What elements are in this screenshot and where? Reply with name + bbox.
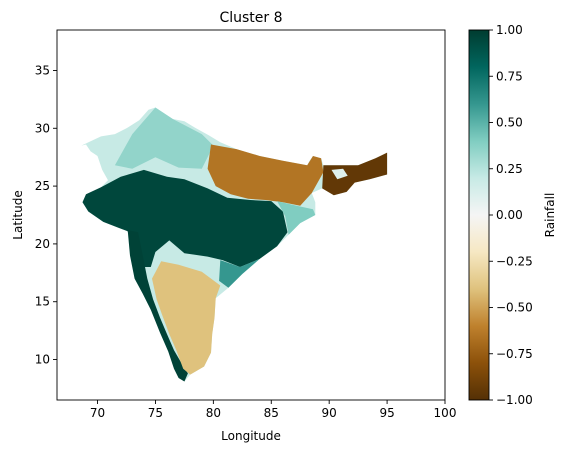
colorbar-tick-label: 0.00: [496, 208, 523, 222]
heatmap-regions: [81, 107, 388, 382]
y-tick-label: 15: [35, 295, 50, 309]
x-tick-label: 100: [434, 406, 457, 420]
x-axis: 70 75 80 85 90 95 100: [90, 400, 457, 420]
colorbar-tick-label: −0.25: [496, 254, 533, 268]
colorbar-gradient: [468, 29, 490, 401]
y-tick-label: 20: [35, 237, 50, 251]
x-axis-label: Longitude: [221, 429, 281, 443]
heatmap-region-2: [207, 144, 324, 206]
colorbar-tick-label: 1.00: [496, 23, 523, 37]
plot-area: 70 75 80 85 90 95 100 10 15 20 25 30 35: [35, 29, 457, 420]
y-tick-label: 10: [35, 353, 50, 367]
colorbar-tick-label: −0.50: [496, 301, 533, 315]
y-axis-label: Latitude: [11, 190, 25, 239]
plot-frame: [56, 29, 446, 401]
colorbar-tick-label: 0.25: [496, 162, 523, 176]
x-tick-label: 80: [206, 406, 221, 420]
y-tick-label: 25: [35, 179, 50, 193]
heatmap-region-7: [152, 261, 221, 375]
x-tick-label: 75: [148, 406, 163, 420]
colorbar-tick-label: 0.75: [496, 69, 523, 83]
heatmap-region-9: [277, 201, 316, 235]
colorbar-ticks: −1.00 −0.75 −0.50 −0.25 0.00 0.25 0.50 0.75 1.00: [489, 23, 533, 407]
heatmap-region-4: [331, 168, 348, 180]
x-tick-label: 95: [379, 406, 394, 420]
x-tick-label: 70: [90, 406, 105, 420]
heatmap-region-1: [114, 107, 214, 169]
heatmap-region-8: [219, 258, 260, 288]
colorbar-tick-label: 0.50: [496, 116, 523, 130]
y-tick-label: 35: [35, 63, 50, 77]
heatmap-region-3: [322, 152, 388, 196]
colorbar: −1.00 −0.75 −0.50 −0.25 0.00 0.25 0.50 0.75 1.00…: [468, 23, 557, 407]
colorbar-tick-label: −1.00: [496, 393, 533, 407]
chart-title: Cluster 8: [219, 10, 282, 26]
colorbar-label: Rainfall: [543, 193, 557, 238]
y-axis: 10 15 20 25 30 35: [35, 63, 57, 367]
colorbar-tick-label: −0.75: [496, 347, 533, 361]
heatmap-region-6: [127, 230, 188, 382]
x-tick-label: 85: [264, 406, 279, 420]
y-tick-label: 30: [35, 121, 50, 135]
x-tick-label: 90: [322, 406, 337, 420]
